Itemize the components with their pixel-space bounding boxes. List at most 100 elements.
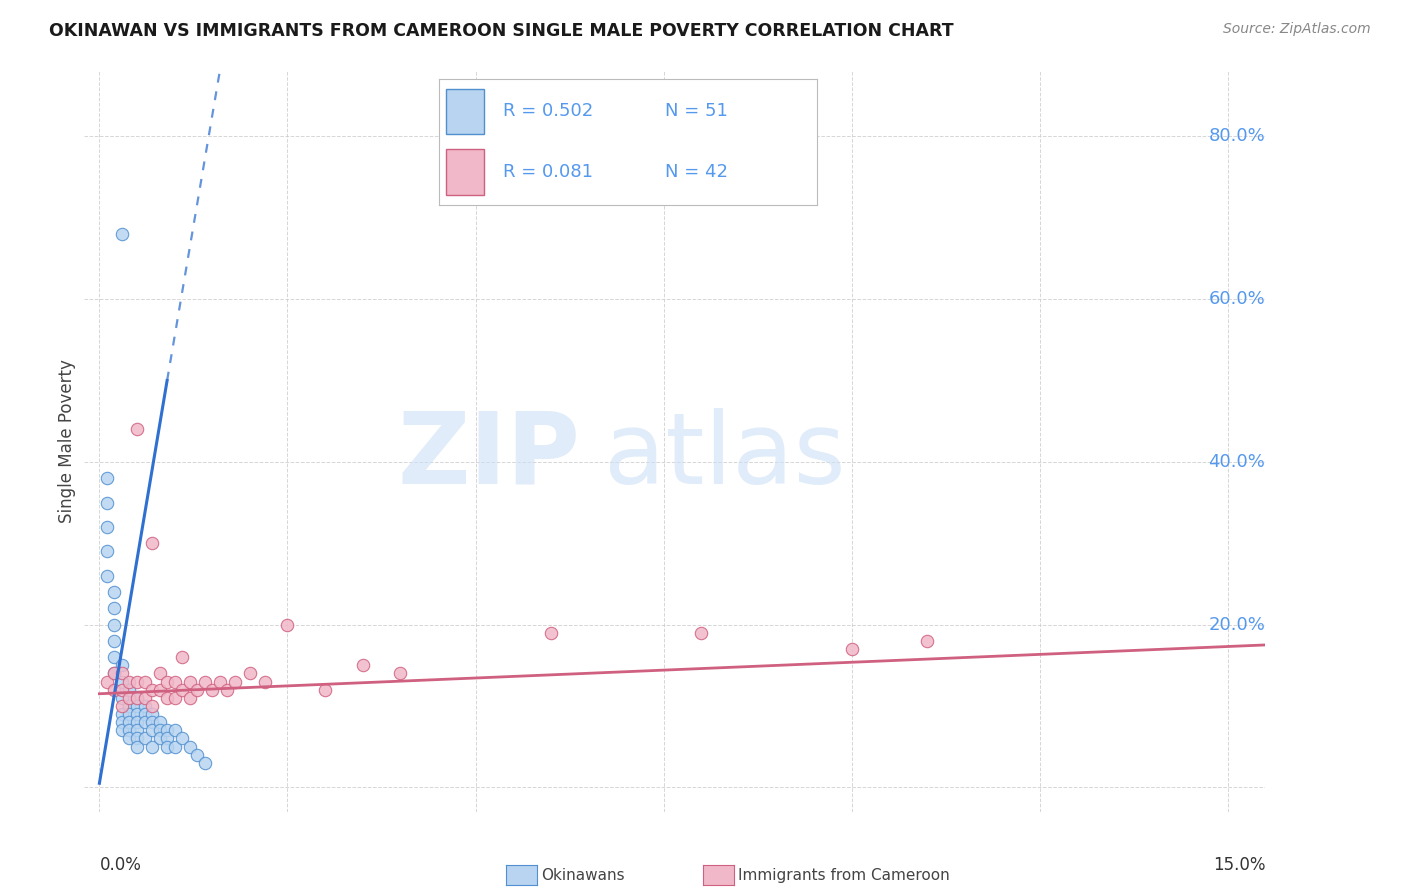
Point — [111, 698, 134, 713]
Point — [111, 227, 134, 241]
Point — [125, 690, 148, 705]
Point — [118, 731, 141, 746]
Point — [314, 682, 336, 697]
Point — [111, 658, 134, 673]
Point — [103, 601, 125, 615]
Point — [172, 650, 194, 665]
Point — [540, 625, 562, 640]
Point — [134, 731, 156, 746]
Point — [125, 739, 148, 754]
Point — [125, 731, 148, 746]
Point — [172, 731, 194, 746]
Point — [156, 739, 179, 754]
Point — [111, 690, 134, 705]
Point — [125, 707, 148, 722]
Text: 40.0%: 40.0% — [1209, 453, 1265, 471]
Point — [141, 682, 163, 697]
Point — [194, 756, 217, 770]
Point — [352, 658, 374, 673]
Point — [149, 715, 172, 730]
Point — [186, 747, 208, 762]
Point — [111, 715, 134, 730]
Point — [134, 715, 156, 730]
Point — [156, 690, 179, 705]
Point — [201, 682, 224, 697]
Text: 0.0%: 0.0% — [100, 856, 141, 874]
Point — [141, 698, 163, 713]
Point — [125, 422, 148, 436]
Point — [103, 666, 125, 681]
Point — [179, 690, 201, 705]
Point — [172, 682, 194, 697]
Point — [118, 723, 141, 738]
Text: 15.0%: 15.0% — [1213, 856, 1265, 874]
Point — [179, 674, 201, 689]
Point — [118, 715, 141, 730]
Point — [141, 707, 163, 722]
Y-axis label: Single Male Poverty: Single Male Poverty — [58, 359, 76, 524]
Point — [103, 617, 125, 632]
Point — [134, 707, 156, 722]
Point — [96, 520, 118, 534]
Point — [217, 682, 239, 697]
Point — [134, 690, 156, 705]
Point — [103, 633, 125, 648]
Point — [163, 690, 186, 705]
Point — [103, 682, 125, 697]
Point — [163, 723, 186, 738]
Point — [224, 674, 246, 689]
Point — [149, 666, 172, 681]
Point — [276, 617, 298, 632]
Text: ZIP: ZIP — [398, 408, 581, 505]
Point — [125, 690, 148, 705]
Point — [111, 674, 134, 689]
Point — [96, 544, 118, 558]
Text: Source: ZipAtlas.com: Source: ZipAtlas.com — [1223, 22, 1371, 37]
Point — [841, 642, 863, 657]
Point — [163, 739, 186, 754]
Point — [239, 666, 262, 681]
Point — [111, 707, 134, 722]
Text: 60.0%: 60.0% — [1209, 290, 1265, 308]
Point — [96, 568, 118, 582]
Point — [118, 674, 141, 689]
Point — [141, 715, 163, 730]
Point — [915, 633, 938, 648]
Point — [125, 723, 148, 738]
Point — [125, 674, 148, 689]
Point — [118, 707, 141, 722]
Text: 20.0%: 20.0% — [1209, 615, 1265, 633]
Point — [690, 625, 713, 640]
Point — [179, 739, 201, 754]
Point — [253, 674, 276, 689]
Text: Okinawans: Okinawans — [541, 869, 624, 883]
Point — [186, 682, 208, 697]
Text: atlas: atlas — [605, 408, 845, 505]
Point — [134, 698, 156, 713]
Point — [208, 674, 231, 689]
Point — [96, 471, 118, 485]
Point — [194, 674, 217, 689]
Point — [111, 666, 134, 681]
Point — [96, 495, 118, 509]
Point — [111, 723, 134, 738]
Point — [96, 674, 118, 689]
Point — [118, 690, 141, 705]
Point — [141, 536, 163, 550]
Point — [141, 739, 163, 754]
Point — [156, 731, 179, 746]
Point — [103, 585, 125, 599]
Text: 80.0%: 80.0% — [1209, 128, 1265, 145]
Point — [103, 666, 125, 681]
Point — [125, 715, 148, 730]
Text: Immigrants from Cameroon: Immigrants from Cameroon — [738, 869, 950, 883]
Point — [156, 723, 179, 738]
Point — [125, 698, 148, 713]
Point — [163, 674, 186, 689]
Point — [111, 682, 134, 697]
Point — [141, 723, 163, 738]
Text: OKINAWAN VS IMMIGRANTS FROM CAMEROON SINGLE MALE POVERTY CORRELATION CHART: OKINAWAN VS IMMIGRANTS FROM CAMEROON SIN… — [49, 22, 953, 40]
Point — [118, 682, 141, 697]
Point — [149, 723, 172, 738]
Point — [118, 698, 141, 713]
